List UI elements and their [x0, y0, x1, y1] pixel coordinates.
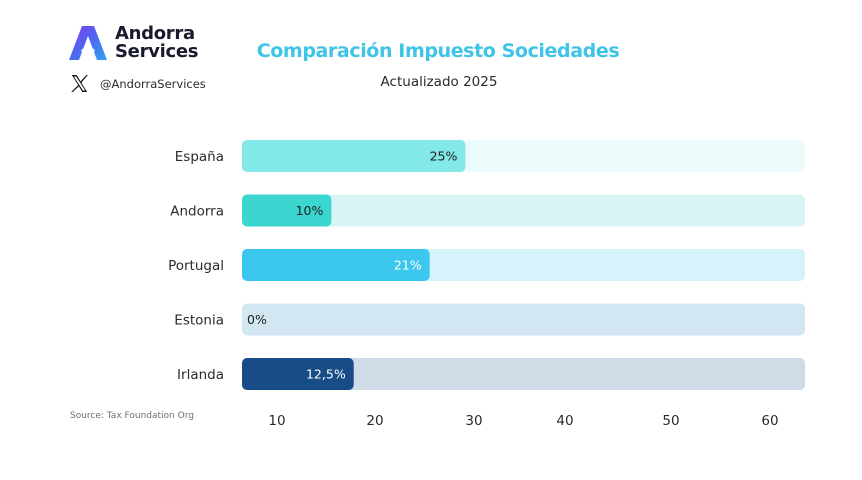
- x-tick-label-50: 50: [662, 413, 679, 429]
- bar-track-row-4: [242, 303, 805, 336]
- social-handle: @AndorraServices: [100, 77, 206, 91]
- bar-row-3: [242, 249, 430, 281]
- x-tick-label-20: 20: [366, 413, 383, 429]
- bar-row-2: [242, 194, 332, 227]
- bar-track-row-2: [242, 194, 805, 227]
- value-label-row-3: 21%: [394, 258, 422, 273]
- x-tick-label-60: 60: [761, 413, 778, 429]
- bar-row-1: [242, 140, 466, 172]
- source-note: Source: Tax Foundation Org: [70, 411, 194, 421]
- value-label-row-1: 25%: [430, 149, 458, 164]
- category-label-row-2: Andorra: [170, 204, 224, 220]
- x-tick-label-10: 10: [268, 413, 285, 429]
- value-label-row-5: 12,5%: [306, 367, 346, 382]
- category-label-row-1: España: [175, 149, 224, 165]
- x-tick-label-40: 40: [556, 413, 573, 429]
- value-label-row-2: 10%: [296, 203, 324, 218]
- bar-track-row-5: [242, 358, 805, 390]
- category-label-row-3: Portugal: [168, 258, 224, 274]
- brand-name-line1: Andorra: [115, 23, 195, 44]
- chart-subtitle: Actualizado 2025: [380, 74, 498, 90]
- andorra-services-logo-icon: [69, 26, 107, 60]
- chart-title: Comparación Impuesto Sociedades: [256, 40, 620, 62]
- category-label-row-5: Irlanda: [177, 367, 224, 383]
- brand-name-line2: Services: [115, 41, 199, 62]
- brand-name: Andorra Services: [115, 25, 198, 61]
- x-social-icon: [71, 74, 88, 93]
- category-label-row-4: Estonia: [174, 313, 224, 329]
- bar-row-5: [242, 358, 354, 390]
- value-label-row-4: 0%: [247, 312, 267, 327]
- x-tick-label-30: 30: [465, 413, 482, 429]
